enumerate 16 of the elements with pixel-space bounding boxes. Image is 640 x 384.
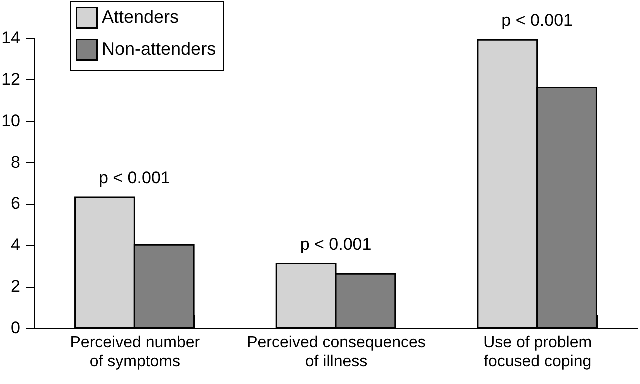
- y-tick-label: 14: [2, 28, 20, 48]
- y-tick-label: 8: [11, 152, 20, 172]
- y-tick-label: 2: [11, 277, 20, 296]
- x-tick-label: Perceived consequences of illness: [247, 334, 426, 370]
- x-tick-label: Perceived number of symptoms: [70, 334, 201, 370]
- legend-label: Attenders: [102, 7, 180, 27]
- x-tick-label: Use of problem focused coping: [484, 334, 592, 370]
- y-tick-label: 6: [11, 194, 20, 214]
- legend-label: Non-attenders: [102, 39, 216, 59]
- annotation: p < 0.001: [300, 234, 372, 254]
- annotation: p < 0.001: [502, 11, 574, 30]
- annotation: p < 0.001: [98, 168, 170, 188]
- y-tick-label: 0: [11, 318, 20, 338]
- y-tick-label: 12: [2, 70, 20, 89]
- y-tick-label: 10: [2, 111, 20, 130]
- y-tick-label: 4: [11, 236, 20, 255]
